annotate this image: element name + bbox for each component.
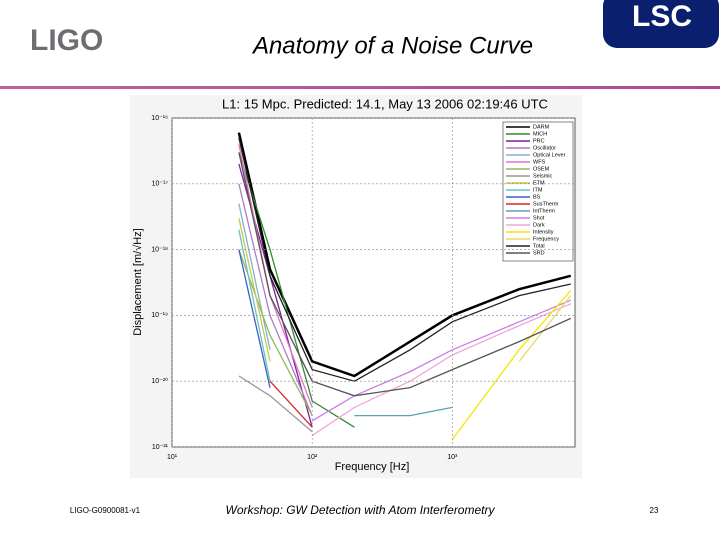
y-tick-label: 10⁻¹⁷ — [152, 181, 169, 188]
legend-label: Intensity — [533, 229, 554, 235]
legend-label: ITM — [533, 187, 543, 193]
lsc-logo-bg — [603, 0, 719, 48]
series-line — [238, 249, 271, 388]
ligo-logo: LIGO — [30, 24, 103, 57]
series-line — [238, 203, 271, 350]
y-tick-label: 10⁻²⁰ — [151, 377, 168, 385]
series-line — [451, 289, 572, 440]
y-tick-label: 10⁻¹⁸ — [151, 246, 168, 253]
series-line — [238, 152, 355, 428]
series-line — [238, 218, 271, 362]
legend-label: OSEM — [533, 166, 550, 172]
series-line — [354, 406, 453, 417]
legend-label: Optical Lever — [533, 152, 566, 158]
legend-label: DARM — [533, 124, 550, 130]
header-rule — [0, 86, 720, 89]
x-tick-label: 10¹ — [167, 454, 178, 461]
legend-label: Shot — [533, 215, 545, 221]
event-name: Workshop: GW Detection with Atom Interfe… — [226, 503, 496, 517]
plot — [237, 132, 572, 440]
series-line — [238, 229, 271, 382]
legend-label: SRD — [533, 250, 545, 256]
x-tick-label: 10² — [307, 454, 318, 461]
legend-label: IntTherm — [533, 208, 555, 214]
chart-title: L1: 15 Mpc. Predicted: 14.1, May 13 2006… — [222, 96, 548, 111]
legend-label: SusTherm — [533, 201, 559, 207]
legend-label: ETM — [533, 180, 545, 186]
series-line — [238, 375, 313, 433]
x-axis-label: Frequency [Hz] — [335, 461, 410, 473]
legend-label: Seismic — [533, 173, 553, 179]
series-line — [238, 152, 572, 397]
slide-title: Anatomy of a Noise Curve — [251, 32, 533, 59]
x-tick-label: 10³ — [447, 454, 458, 461]
legend-label: PRC — [533, 138, 545, 144]
series-line — [237, 132, 572, 378]
page-number: 23 — [650, 506, 659, 515]
y-tick-label: 10⁻²¹ — [152, 444, 169, 451]
series-line — [269, 380, 313, 428]
y-tick-label: 10⁻¹⁶ — [151, 115, 168, 122]
legend-label: Oscillator — [533, 145, 556, 151]
legend-label: MICH — [533, 131, 547, 137]
legend-label: WFS — [533, 159, 546, 165]
series-line — [238, 137, 571, 382]
series-line — [518, 295, 572, 362]
y-tick-label: 10⁻¹⁹ — [151, 312, 168, 319]
series-line — [311, 299, 572, 422]
legend-label: Total — [533, 243, 545, 249]
legend-label: BS — [533, 194, 541, 200]
series-line — [311, 303, 572, 436]
lsc-logo: LSC — [632, 0, 692, 33]
legend-box — [502, 121, 574, 262]
y-axis-label: Displacement [m/√Hz] — [132, 228, 144, 336]
legend-label: Dark — [533, 222, 545, 228]
doc-id: LIGO-G0900081-v1 — [70, 506, 141, 515]
legend-label: Frequency — [533, 236, 559, 242]
